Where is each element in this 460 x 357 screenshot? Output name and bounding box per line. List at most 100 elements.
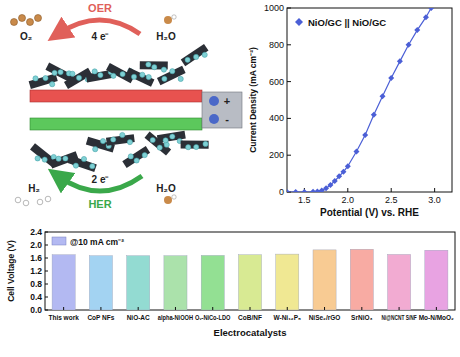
x-tick: [347, 188, 348, 192]
x-tick: [391, 188, 392, 192]
x-tick-label: Ni@NCNT S/NF: [381, 314, 416, 321]
nio-particle: [185, 57, 190, 62]
nio-particle: [127, 140, 132, 145]
bar: [201, 255, 224, 310]
h2-molecule: [23, 200, 29, 206]
nio-particle: [111, 137, 116, 142]
x-tick-label: 2.5: [385, 195, 398, 205]
nio-particle: [90, 164, 95, 169]
nio-particle: [146, 62, 151, 67]
x-tick-label: W-Ni₁₂P₅: [273, 314, 301, 321]
power-source: [202, 92, 242, 128]
x-tick-label: CoB/NF: [238, 314, 262, 321]
nio-particle: [170, 69, 175, 74]
h2-molecule: [15, 197, 21, 203]
nio-particle: [70, 71, 75, 76]
y-tick: [45, 284, 48, 285]
plot-area: [52, 249, 448, 310]
data-point: [332, 178, 338, 184]
y-axis-label: Current Density (mA cm⁻²): [248, 47, 258, 153]
x-tick-label: SrNiO₃: [351, 314, 372, 321]
nio-particle: [146, 75, 151, 80]
her-reactant: H₂O: [156, 183, 176, 194]
data-point: [371, 112, 377, 118]
x-tick: [63, 307, 64, 310]
x-tick-label: NiSe₂/rGO: [309, 314, 341, 321]
nio-flake: [122, 146, 150, 168]
nio-particle: [92, 69, 97, 74]
x-tick: [250, 307, 251, 310]
y-tick-label: 1000: [264, 3, 284, 13]
nio-particle: [33, 76, 38, 81]
bar: [89, 256, 112, 310]
plot-area: [287, 8, 434, 192]
x-tick: [138, 307, 139, 310]
x-tick-label: Oᵥ-NiCo-LDO: [195, 314, 230, 321]
x-tick-label: 1.5: [298, 195, 311, 205]
nio-particle: [170, 134, 175, 139]
bar: [313, 250, 336, 310]
water-molecule: [164, 196, 172, 204]
x-tick: [361, 307, 362, 310]
nio-particle: [194, 54, 199, 59]
data-point: [287, 189, 290, 192]
nio-particle: [203, 141, 208, 146]
nio-particle: [157, 145, 162, 150]
bar: [276, 254, 299, 310]
bar: [127, 256, 150, 310]
y-tick-label: 2.4: [30, 227, 42, 237]
x-tick-label: NiO-AC: [127, 314, 150, 321]
nio-particle: [120, 132, 125, 137]
x-tick: [175, 307, 176, 310]
nio-particle: [93, 147, 98, 152]
nio-particle: [58, 70, 63, 75]
data-point: [388, 75, 394, 81]
nio-particle: [35, 156, 40, 161]
data-point: [353, 149, 359, 155]
y-tick-label: 800: [269, 40, 284, 50]
nio-particle: [186, 145, 191, 150]
y-tick: [45, 310, 48, 311]
water-molecule: [172, 195, 176, 199]
nio-particle: [161, 67, 166, 72]
nio-particle: [43, 76, 48, 81]
y-tick-label: 0: [279, 187, 284, 197]
nio-flake: [181, 44, 209, 66]
nio-particle: [63, 156, 68, 161]
nio-particle: [142, 153, 147, 158]
y-tick-label: 1.2: [30, 266, 42, 276]
x-tick: [324, 307, 325, 310]
schematic: OER4 e⁻O₂H₂O+-2 e⁻HERH₂H₂O: [11, 2, 243, 210]
data-point: [301, 189, 307, 192]
cathode: [30, 118, 202, 130]
nio-particle: [111, 73, 116, 78]
data-point: [336, 173, 342, 179]
nio-particle: [81, 156, 86, 161]
x-tick: [287, 307, 288, 310]
figure: OER4 e⁻O₂H₂O+-2 e⁻HERH₂H₂O 1.5 2.0 2.5 3.0 0 2…: [0, 0, 460, 357]
x-tick: [434, 188, 435, 192]
y-tick-label: 200: [269, 150, 284, 160]
h2-molecule: [45, 196, 51, 202]
nio-particle: [73, 163, 78, 168]
y-tick: [287, 8, 291, 9]
y-tick: [287, 44, 291, 45]
legend-swatch: [52, 237, 66, 245]
y-tick: [45, 271, 48, 272]
nio-particle: [140, 72, 145, 77]
y-tick-label: 600: [269, 77, 284, 87]
x-tick-label: CoP NFs: [87, 314, 114, 321]
o2-molecule: [11, 19, 18, 26]
o2-molecule: [35, 15, 42, 22]
x-tick: [399, 307, 400, 310]
anode: [30, 90, 202, 102]
y-tick-label: 0.4: [30, 292, 42, 302]
x-axis-label: Electrocatalysts: [214, 327, 287, 338]
data-point: [397, 58, 403, 64]
nio-particle: [56, 156, 61, 161]
y-tick-label: 2.0: [30, 240, 42, 250]
y-tick-label: 1.6: [30, 253, 42, 263]
x-tick-label: This work: [48, 314, 79, 321]
x-tick-label: 3.0: [428, 195, 441, 205]
bar-chart: 0.00.40.81.21.62.02.4Cell Voltage (V)Thi…: [6, 227, 455, 338]
